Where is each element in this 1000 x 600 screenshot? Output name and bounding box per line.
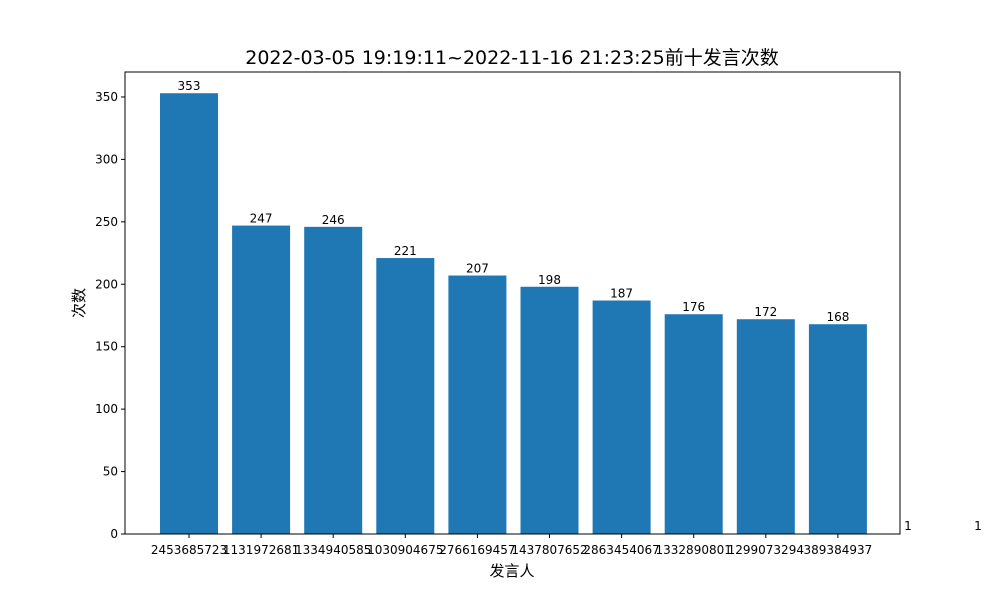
y-tick-label: 350 bbox=[95, 90, 118, 104]
y-tick-label: 300 bbox=[95, 152, 118, 166]
bar bbox=[304, 226, 363, 534]
bar bbox=[376, 258, 435, 534]
x-tick-label: 2766169457 bbox=[439, 543, 515, 557]
plot-frame bbox=[124, 71, 901, 535]
chart-title: 2022-03-05 19:19:11~2022-11-16 21:23:25前… bbox=[245, 47, 779, 69]
bar bbox=[808, 324, 867, 534]
y-axis-title: 次数 bbox=[70, 288, 88, 318]
bar-value-label: 221 bbox=[394, 244, 417, 258]
bar-value-label: 247 bbox=[250, 212, 273, 226]
x-tick-label: 1334940585 bbox=[295, 543, 371, 557]
x-tick-label: 1030904675 bbox=[367, 543, 443, 557]
x-tick-label: 389384937 bbox=[804, 543, 873, 557]
bar bbox=[232, 225, 291, 534]
x-tick-label: 2863454067 bbox=[583, 543, 659, 557]
bar bbox=[160, 93, 218, 535]
x-tick-label: 2453685723 bbox=[151, 543, 227, 557]
bar-value-label: 176 bbox=[682, 300, 705, 314]
x-tick-label: 1332890801 bbox=[656, 543, 732, 557]
axes-layer: 2453685723113197268113349405851030904675… bbox=[95, 71, 901, 557]
x-axis-title: 发言人 bbox=[489, 562, 534, 580]
bar bbox=[520, 286, 579, 534]
y-tick-label: 150 bbox=[95, 340, 118, 354]
bar-value-label: 168 bbox=[826, 310, 849, 324]
bars-layer: 353 247 246 221 207 198 187 176 172 168 bbox=[160, 79, 867, 535]
bar-value-label: 187 bbox=[610, 287, 633, 301]
side-label: 1 bbox=[904, 519, 912, 533]
bar-value-label: 353 bbox=[178, 79, 201, 93]
y-tick-label: 200 bbox=[95, 277, 118, 291]
bar bbox=[664, 314, 723, 534]
x-tick-label: 1299073294 bbox=[728, 543, 804, 557]
bar bbox=[736, 319, 795, 534]
bar bbox=[592, 300, 651, 534]
x-tick-label: 1131972681 bbox=[223, 543, 299, 557]
y-tick-label: 100 bbox=[95, 402, 118, 416]
y-tick-label: 250 bbox=[95, 215, 118, 229]
bar-value-label: 246 bbox=[322, 213, 345, 227]
bar-value-label: 198 bbox=[538, 273, 561, 287]
bar-value-label: 172 bbox=[754, 305, 777, 319]
x-tick-label: 1437807652 bbox=[511, 543, 587, 557]
y-tick-label: 50 bbox=[103, 465, 118, 479]
side-label: 1 bbox=[974, 519, 982, 533]
bar-value-label: 207 bbox=[466, 262, 489, 276]
bar bbox=[448, 275, 507, 534]
y-tick-label: 0 bbox=[110, 527, 118, 541]
